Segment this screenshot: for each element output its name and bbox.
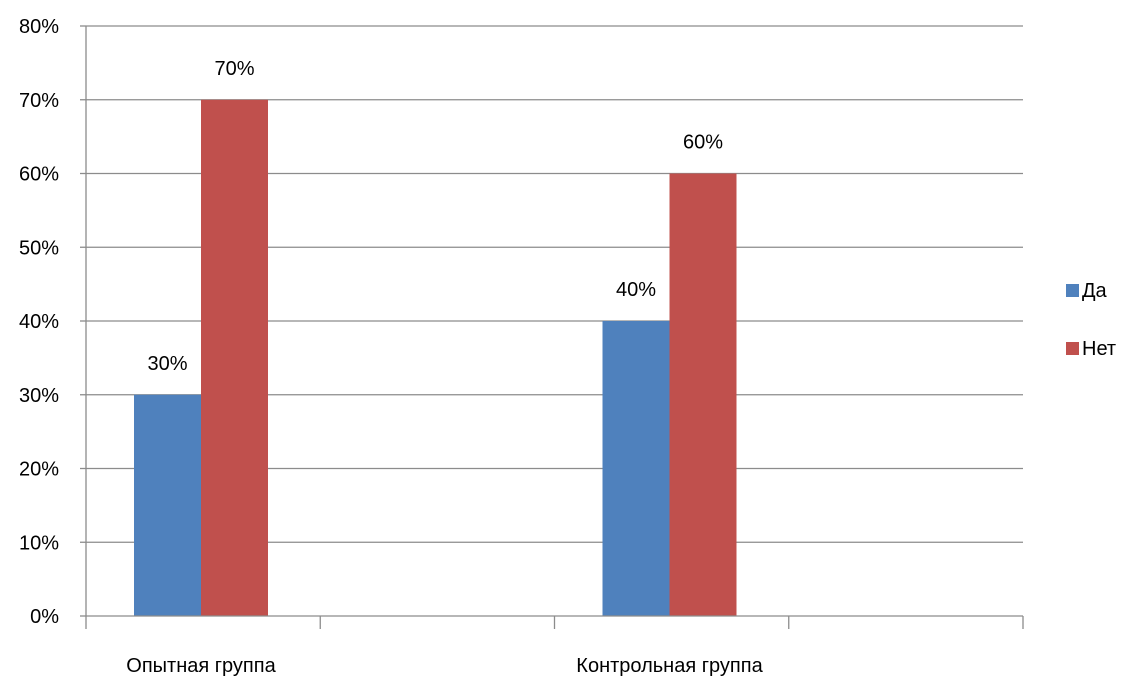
legend-label-da: Да bbox=[1082, 280, 1108, 302]
bar-da bbox=[134, 394, 201, 616]
data-labels: 30% 70% 40% 60% bbox=[147, 58, 723, 375]
y-tick-label: 50% bbox=[19, 237, 59, 259]
x-category-label: Контрольная группа bbox=[576, 655, 763, 677]
legend-swatch-net bbox=[1066, 342, 1079, 355]
x-category-label: Опытная группа bbox=[126, 655, 276, 677]
legend-swatch-da bbox=[1066, 284, 1079, 297]
bar-net bbox=[201, 99, 268, 616]
y-tick-label: 10% bbox=[19, 532, 59, 554]
bar-da bbox=[602, 321, 670, 616]
data-label: 30% bbox=[147, 353, 187, 375]
data-label: 70% bbox=[214, 58, 254, 80]
axes: 0% 10% 20% 30% 40% 50% 60% 70% 80% Опытная группа… bbox=[19, 16, 1024, 677]
y-tick-label: 70% bbox=[19, 90, 59, 112]
y-tick-label: 0% bbox=[30, 606, 59, 628]
legend-label-net: Нет bbox=[1082, 338, 1116, 360]
bars bbox=[134, 99, 737, 616]
y-tick-label: 40% bbox=[19, 311, 59, 333]
y-tick-label: 60% bbox=[19, 164, 59, 186]
y-tick-label: 80% bbox=[19, 16, 59, 38]
data-label: 60% bbox=[683, 132, 723, 154]
y-tick-label: 20% bbox=[19, 459, 59, 481]
y-tick-label: 30% bbox=[19, 385, 59, 407]
legend: Да Нет bbox=[1066, 280, 1116, 360]
data-label: 40% bbox=[616, 279, 656, 301]
bar-net bbox=[669, 173, 737, 616]
